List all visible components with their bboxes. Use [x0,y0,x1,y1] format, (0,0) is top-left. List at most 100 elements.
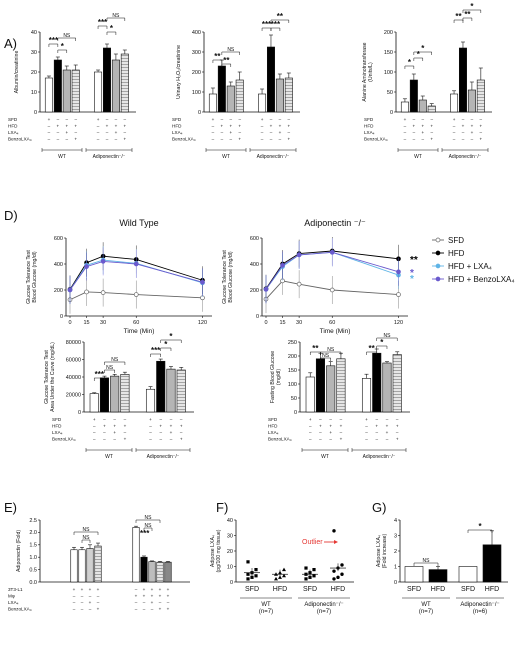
row-mark: + [159,424,162,429]
bar [226,85,235,113]
data-point [100,290,106,295]
row-mark: – [143,607,146,612]
row-mark: – [270,137,273,142]
row-mark: – [81,607,84,612]
y-axis-label: Albumin/creatinine [14,51,20,94]
row-mark: – [149,424,152,429]
y-axis-label: Glucose Tolerance Test [222,250,228,304]
legend-label: HFD [448,249,465,258]
row-mark: + [123,124,126,129]
row-mark: + [48,117,51,122]
row-mark: + [386,430,389,435]
row-mark: – [113,437,116,442]
row-mark: – [480,130,483,135]
sig-label: ** [369,344,376,353]
row-mark: + [479,137,482,142]
row-mark: – [212,124,215,129]
row-label: SFD [172,117,182,122]
row-label: LXA₄ [268,430,279,435]
panel-label-e: E) [4,500,17,515]
row-mark: + [375,424,378,429]
bar [467,89,476,113]
y-tick-label: 1 [394,564,397,570]
x-tick-label: SFD [245,586,259,593]
row-mark: + [413,124,416,129]
y-axis-label: Fasting Blood Glucose [270,351,276,403]
y-tick-label: 250 [288,340,297,346]
row-mark: – [180,417,183,422]
row-mark: + [124,437,127,442]
row-mark: – [115,137,118,142]
x-tick-label: 0 [264,320,267,326]
row-mark: – [453,137,456,142]
y-tick-label: 2.5 [29,518,37,524]
sig-label: ** [455,12,462,21]
row-mark: – [57,117,60,122]
y-axis-label: (pg/100 mg tissue) [216,529,222,572]
group-label: WT [105,454,113,460]
row-label: HFD [172,124,182,129]
row-mark: + [89,600,92,605]
panel-label-g: G) [372,500,386,515]
row-mark: + [386,424,389,429]
row-mark: + [229,130,232,135]
bar [428,569,448,583]
sig-label: * [470,2,474,11]
row-mark: – [170,417,173,422]
row-mark: – [66,117,69,122]
row-mark: + [462,124,465,129]
row-label: BenzoLXA₄ [8,607,32,612]
bar [44,77,53,113]
row-mark: + [93,417,96,422]
data-point [332,577,336,581]
row-mark: – [288,117,291,122]
sig-label: NS [111,357,119,363]
x-tick-label: 0 [68,320,71,326]
y-tick-label: 200 [192,70,201,76]
row-mark: – [430,117,433,122]
row-mark: – [270,117,273,122]
group-label: Adiponectin⁻/⁻ [147,454,180,460]
row-label: LXA₄ [364,130,375,135]
data-point [67,287,73,293]
x-tick-label: 120 [394,320,403,326]
row-mark: + [180,437,183,442]
row-mark: + [65,130,68,135]
bar [482,544,502,583]
row-mark: + [106,124,109,129]
row-mark: – [81,594,84,599]
row-mark: – [97,600,100,605]
sig-label: * [110,24,114,33]
row-mark: + [81,587,84,592]
row-mark: – [135,607,138,612]
legend-marker [435,263,441,269]
row-mark: + [404,117,407,122]
y-axis-label: Adipose LXA₄ [210,535,216,567]
data-point [340,563,344,567]
row-mark: – [135,600,138,605]
row-label: LXA₄ [52,430,63,435]
row-mark: – [113,417,116,422]
row-mark: – [180,430,183,435]
bar [166,368,176,413]
sig-label: NS [145,515,153,521]
y-axis-label: Blood Glucose (mg/dl) [32,251,38,303]
row-mark: + [135,594,138,599]
y-tick-label: 0 [34,110,37,116]
y-tick-label: 2.0 [29,530,37,536]
sig-label: *** [95,370,105,379]
y-tick-label: 1.5 [29,543,37,549]
row-mark: – [103,437,106,442]
sig-label: NS [83,535,91,541]
row-label: BenzoLXA₄ [52,437,76,442]
data-point [304,577,308,581]
row-mark: – [404,130,407,135]
row-mark: – [413,130,416,135]
row-label: HFD [364,124,374,129]
data-point [312,574,316,578]
row-mark: – [124,117,127,122]
y-axis-label: Area Under the Curve (mg/dL) [50,342,56,412]
y-tick-label: 50 [387,90,393,96]
row-mark: + [329,424,332,429]
